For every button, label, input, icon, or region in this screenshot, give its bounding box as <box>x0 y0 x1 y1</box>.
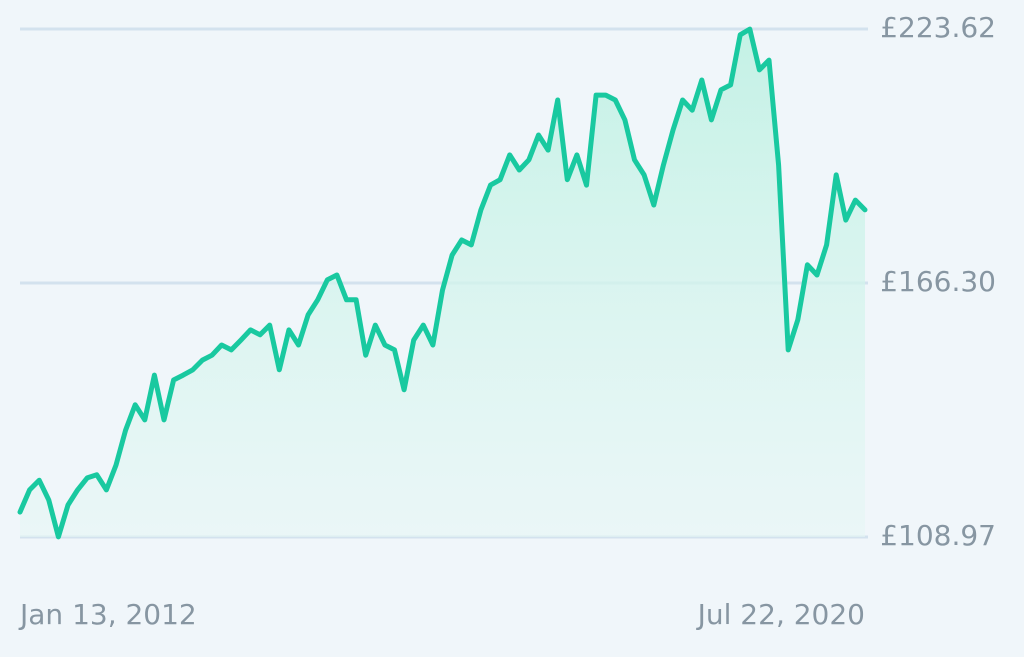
y-tick-label: £108.97 <box>880 519 996 552</box>
y-tick-label: £166.30 <box>880 265 996 298</box>
x-tick-label: Jan 13, 2012 <box>18 598 197 631</box>
price-line <box>17 26 868 540</box>
y-tick-label: £223.62 <box>880 11 996 44</box>
area <box>20 29 865 537</box>
x-tick-label: Jul 22, 2020 <box>696 598 865 631</box>
